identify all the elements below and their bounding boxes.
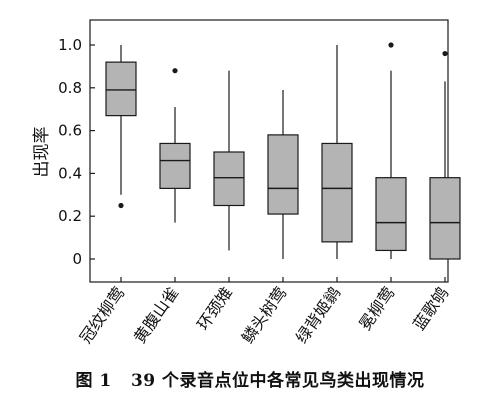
x-category-label: 黄腹山雀: [130, 283, 182, 346]
boxes-layer: [105, 42, 461, 260]
x-category-label: 冕柳莺: [355, 283, 398, 333]
plot-frame: [89, 19, 449, 283]
iqr-box: [321, 142, 353, 243]
box-2: [159, 68, 191, 223]
y-tick-label: 0.4: [58, 164, 82, 182]
box-7: [429, 50, 461, 260]
caption-text: 39 个录音点位中各常见鸟类出现情况: [130, 371, 425, 391]
box-4: [267, 89, 299, 259]
x-category-label: 绿背姬鹟: [292, 283, 344, 346]
outlier-point: [172, 68, 178, 74]
y-tick-label: 0: [72, 250, 82, 268]
box-6: [375, 42, 407, 259]
x-category-label: 冠纹柳莺: [76, 283, 128, 346]
y-axis-label: 出现率: [32, 127, 52, 178]
x-category-label: 鳞头树莺: [238, 283, 290, 346]
outlier-point: [388, 42, 394, 48]
y-tick-label: 0.6: [58, 122, 82, 140]
box-1: [105, 45, 137, 209]
axes-layer: [89, 19, 449, 283]
x-category-label: 蓝歌鸲: [409, 283, 452, 333]
x-category-label: 环颈雉: [193, 283, 236, 333]
y-tick-label: 0.2: [58, 207, 82, 225]
iqr-box: [159, 142, 191, 189]
outlier-point: [118, 202, 124, 209]
outlier-point: [442, 50, 448, 57]
iqr-box: [267, 134, 299, 215]
figure-caption: 图 1 39 个录音点位中各常见鸟类出现情况: [0, 366, 500, 391]
iqr-box: [429, 177, 461, 260]
y-tick-label: 1.0: [58, 36, 82, 54]
y-tick-label: 0.8: [58, 79, 82, 97]
box-5: [321, 45, 353, 259]
caption-label: 图 1: [75, 371, 112, 391]
iqr-box: [105, 61, 137, 117]
iqr-box: [213, 151, 245, 207]
iqr-box: [375, 177, 407, 252]
box-3: [213, 70, 245, 251]
